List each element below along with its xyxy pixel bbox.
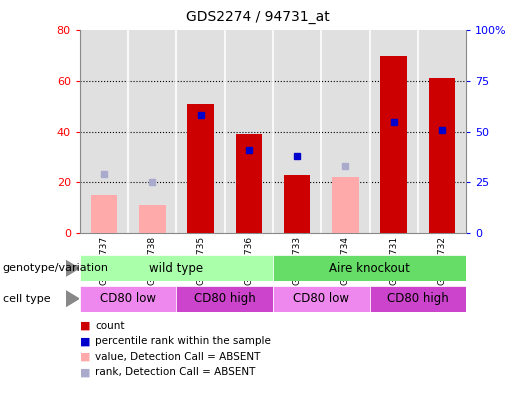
Text: rank, Detection Call = ABSENT: rank, Detection Call = ABSENT [95,367,255,377]
Polygon shape [66,291,79,307]
Bar [332,177,358,233]
Text: percentile rank within the sample: percentile rank within the sample [95,337,271,346]
Bar [139,205,165,233]
Text: ■: ■ [80,367,90,377]
Text: ■: ■ [80,337,90,346]
Text: CD80 low: CD80 low [100,292,156,305]
Text: CD80 high: CD80 high [194,292,255,305]
Text: ■: ■ [80,321,90,331]
Text: cell type: cell type [3,294,50,304]
Bar [80,286,176,312]
Bar [80,255,273,281]
Text: ■: ■ [80,352,90,362]
Text: genotype/variation: genotype/variation [3,263,109,273]
Bar [187,104,214,233]
Text: value, Detection Call = ABSENT: value, Detection Call = ABSENT [95,352,261,362]
Bar [176,286,273,312]
Text: CD80 high: CD80 high [387,292,449,305]
Text: CD80 low: CD80 low [293,292,349,305]
Bar [273,286,369,312]
Text: count: count [95,321,125,331]
Bar [235,134,262,233]
Text: wild type: wild type [149,262,203,275]
Bar [381,56,407,233]
Polygon shape [66,260,79,276]
Bar [369,286,466,312]
Bar [284,175,311,233]
Bar [428,79,455,233]
Bar [273,255,466,281]
Bar [91,195,117,233]
Text: GDS2274 / 94731_at: GDS2274 / 94731_at [185,10,330,24]
Text: Aire knockout: Aire knockout [329,262,410,275]
